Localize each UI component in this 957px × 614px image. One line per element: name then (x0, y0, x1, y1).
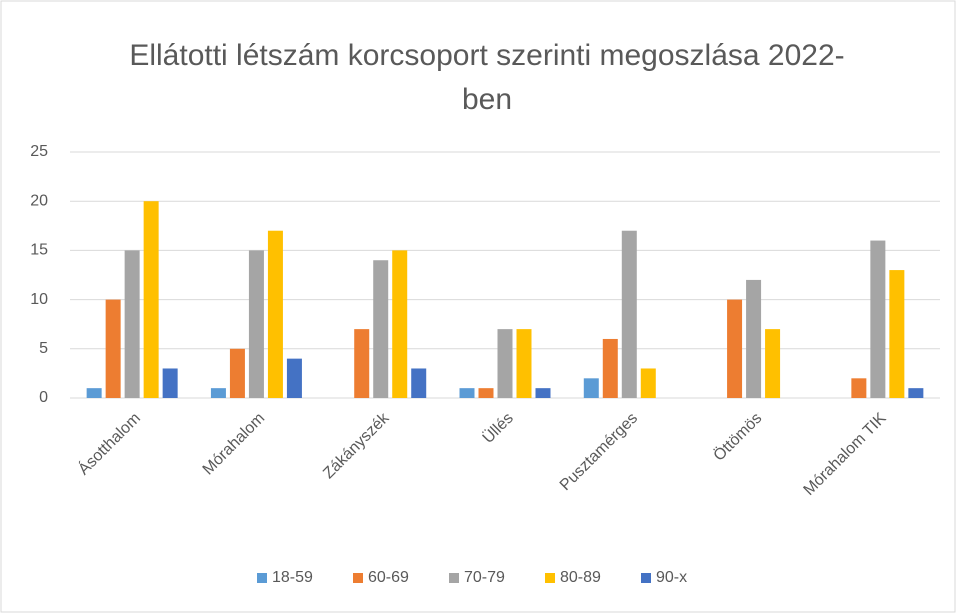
bar (621, 230, 637, 398)
bar (727, 299, 743, 398)
y-tick-label: 20 (30, 192, 48, 209)
bar (516, 329, 532, 398)
legend-swatch (641, 573, 651, 583)
bar (124, 250, 140, 398)
y-tick-label: 5 (39, 340, 48, 357)
bar (478, 388, 494, 398)
bar (162, 368, 178, 398)
legend-swatch (545, 573, 555, 583)
legend-label: 80-89 (560, 569, 601, 586)
bar (248, 250, 264, 398)
bar (870, 240, 886, 398)
bar (143, 201, 159, 398)
bar (765, 329, 781, 398)
y-tick-label: 0 (39, 389, 48, 406)
y-tick-label: 15 (30, 242, 48, 259)
bar (354, 329, 370, 398)
bar (851, 378, 867, 398)
bar (411, 368, 427, 398)
bar (908, 388, 924, 398)
bar (392, 250, 408, 398)
bar (373, 260, 389, 398)
legend-swatch (449, 573, 459, 583)
chart-title: Ellátotti létszám korcsoport szerinti me… (129, 39, 845, 116)
bar (746, 279, 762, 398)
bar (210, 388, 226, 398)
legend-label: 90-x (656, 569, 687, 586)
bar (286, 358, 302, 398)
bar (267, 230, 283, 398)
bar (583, 378, 599, 398)
bar (459, 388, 475, 398)
bar (229, 348, 245, 398)
bar (640, 368, 656, 398)
bar (86, 388, 102, 398)
bar (535, 388, 551, 398)
legend-swatch (257, 573, 267, 583)
legend-label: 18-59 (272, 569, 313, 586)
legend-swatch (353, 573, 363, 583)
legend-label: 60-69 (368, 569, 409, 586)
bar (602, 338, 618, 398)
bar (105, 299, 121, 398)
bar (889, 270, 905, 398)
y-tick-label: 25 (30, 143, 48, 160)
legend-label: 70-79 (464, 569, 505, 586)
bar (497, 329, 513, 398)
y-tick-label: 10 (30, 291, 48, 308)
